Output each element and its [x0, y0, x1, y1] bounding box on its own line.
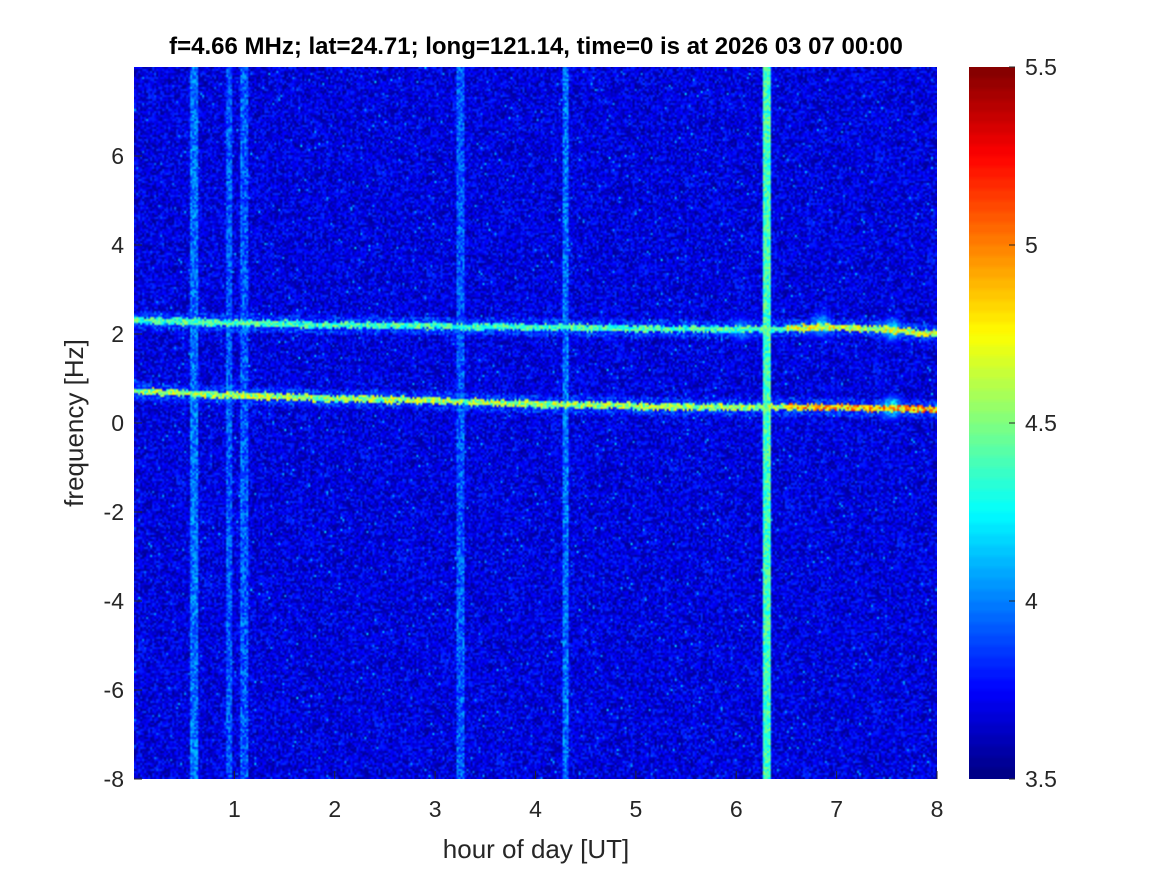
colorbar-tick-label: 5.5 [1025, 54, 1057, 80]
chart-title: f=4.66 MHz; lat=24.71; long=121.14, time… [169, 33, 903, 60]
x-axis-label: hour of day [UT] [443, 834, 629, 864]
colorbar-tick-label: 4.5 [1025, 410, 1057, 436]
y-tick-label: -6 [104, 677, 124, 703]
x-tick-label: 1 [228, 796, 241, 822]
spectrogram-heatmap [134, 67, 937, 779]
colorbar-ticks: 3.5 4 4.5 5 5.5 [1009, 54, 1057, 792]
y-axis-ticks: -8 -6 -4 -2 0 2 4 6 [104, 143, 142, 792]
plot-area: 1 2 3 4 5 6 7 8 -8 -6 -4 -2 0 2 4 6 [104, 67, 943, 822]
y-axis-label: frequency [Hz] [59, 339, 89, 507]
y-tick-label: -8 [104, 766, 124, 792]
x-tick-label: 4 [529, 796, 542, 822]
x-tick-label: 2 [328, 796, 341, 822]
y-tick-label: 6 [111, 143, 124, 169]
y-tick-label: -4 [104, 588, 125, 614]
x-tick-label: 8 [931, 796, 944, 822]
y-tick-label: 4 [111, 232, 124, 258]
colorbar: 3.5 4 4.5 5 5.5 [969, 54, 1057, 792]
colorbar-tick-label: 3.5 [1025, 766, 1057, 792]
y-tick-label: -2 [104, 499, 124, 525]
colorbar-tick-label: 4 [1025, 588, 1038, 614]
colorbar-tick-label: 5 [1025, 232, 1038, 258]
x-axis-ticks: 1 2 3 4 5 6 7 8 [228, 771, 943, 822]
y-tick-label: 2 [111, 321, 124, 347]
x-tick-label: 5 [629, 796, 642, 822]
y-tick-label: 0 [111, 410, 124, 436]
colorbar-gradient [969, 67, 1015, 779]
x-tick-label: 6 [730, 796, 743, 822]
x-tick-label: 7 [830, 796, 843, 822]
x-tick-label: 3 [429, 796, 442, 822]
